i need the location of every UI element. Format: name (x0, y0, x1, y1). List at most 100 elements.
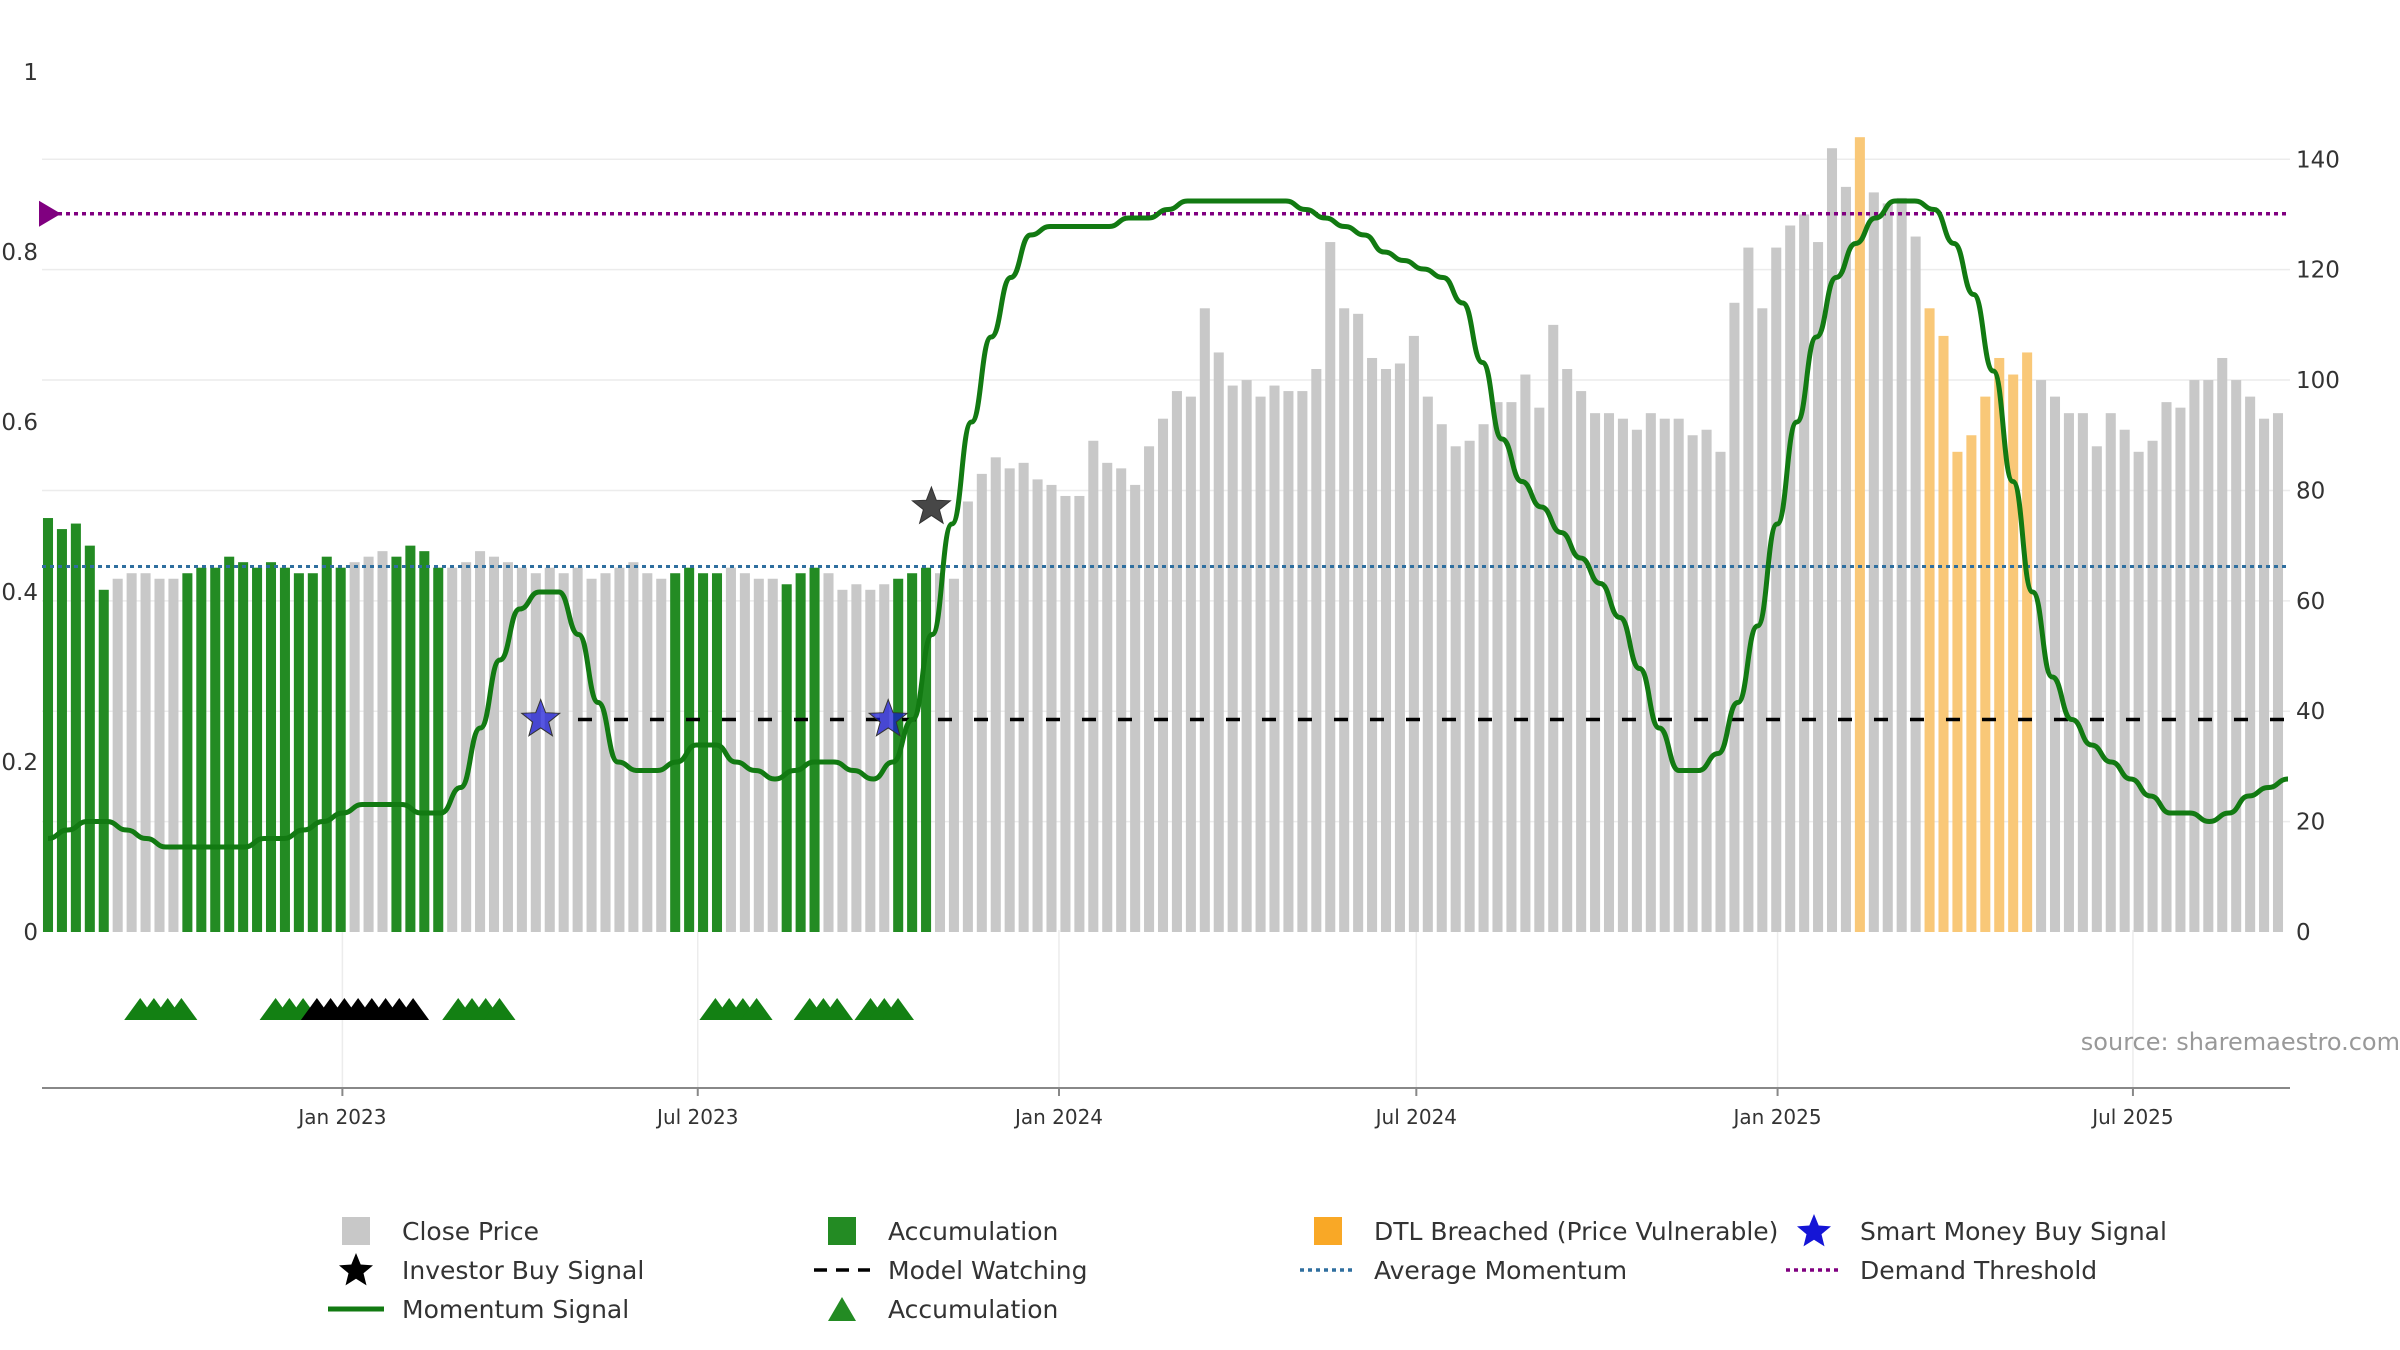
price-bar (586, 578, 597, 932)
dotted-line-purple-icon (1786, 1253, 1850, 1287)
price-bar (1269, 385, 1280, 932)
right-axis-tick-label: 100 (2296, 368, 2340, 394)
price-bar (739, 573, 750, 932)
price-bar (1171, 391, 1182, 933)
price-bar (1116, 468, 1127, 932)
price-bar (2049, 396, 2061, 932)
legend-smart-money[interactable]: Smart Money Buy Signal (1786, 1214, 2167, 1248)
legend-dtl-breached[interactable]: DTL Breached (Price Vulnerable) (1300, 1214, 1778, 1248)
price-bar (1464, 440, 1475, 932)
momentum-line (47, 198, 2289, 850)
price-bar (1394, 363, 1405, 932)
reference-lines (39, 200, 2290, 722)
price-bar (725, 567, 736, 932)
price-bar (433, 567, 444, 932)
legend-average-momentum[interactable]: Average Momentum (1300, 1253, 1627, 1287)
price-bar (865, 589, 876, 932)
price-bar (1701, 429, 1712, 932)
price-bar (1492, 402, 1503, 932)
x-axis-tick-label: Jan 2024 (1013, 1105, 1103, 1129)
legend-momentum-signal[interactable]: Momentum Signal (328, 1292, 629, 1326)
price-bar (1353, 313, 1364, 932)
price-bar (1938, 335, 1949, 932)
price-bar (1924, 308, 1935, 932)
dtl-swatch-icon (1300, 1214, 1364, 1248)
price-bar (265, 562, 277, 932)
price-bar (711, 573, 723, 932)
price-bar (823, 573, 834, 932)
legend-label: Accumulation (888, 1294, 1059, 1324)
price-bar (42, 518, 54, 932)
accumulation-triangle (821, 998, 854, 1020)
price-bar (168, 578, 179, 932)
black-star-icon (328, 1253, 392, 1287)
price-bar (698, 573, 709, 932)
price-bar (1617, 418, 1628, 932)
price-bar (1854, 137, 1865, 932)
price-bar (377, 551, 388, 932)
legend-label: Investor Buy Signal (402, 1255, 645, 1285)
price-bar (2022, 352, 2033, 932)
price-bar (1032, 479, 1043, 932)
price-bar (363, 556, 374, 932)
price-bar (502, 562, 513, 932)
left-axis-tick-label: 1 (23, 60, 38, 86)
accumulation-markers (124, 998, 914, 1020)
price-bar (1088, 440, 1099, 932)
price-bar (1046, 484, 1057, 932)
price-bar (600, 573, 611, 932)
right-axis-tick-label: 120 (2296, 258, 2340, 284)
price-bar (112, 578, 123, 932)
price-bar (1785, 225, 1796, 932)
price-bar (2217, 357, 2228, 933)
x-axis-tick-label: Jul 2023 (655, 1105, 738, 1129)
price-bar (1422, 396, 1433, 932)
price-bar (1325, 242, 1336, 932)
legend-label: Average Momentum (1374, 1255, 1628, 1285)
momentum-signal-line (47, 198, 2289, 850)
price-bar (544, 567, 555, 932)
legend-label: Model Watching (888, 1255, 1088, 1285)
price-bar (98, 589, 109, 932)
price-bar (809, 567, 820, 932)
price-bar (1199, 308, 1210, 932)
price-bar (1980, 396, 1991, 932)
price-bar (851, 584, 862, 932)
green-triangle-icon (814, 1292, 878, 1326)
price-bar (948, 578, 959, 932)
legend-model-watching[interactable]: Model Watching (814, 1253, 1088, 1287)
price-bar (321, 556, 332, 932)
price-bar (2091, 446, 2102, 932)
legend-accumulation-marker[interactable]: Accumulation (814, 1292, 1058, 1326)
legend-accumulation-bar[interactable]: Accumulation (814, 1214, 1058, 1248)
price-bar (224, 556, 235, 932)
left-axis-tick-label: 0.6 (1, 410, 38, 436)
price-bar (642, 573, 653, 932)
price-bar (1994, 357, 2005, 933)
price-bar (2133, 451, 2144, 932)
price-bar (447, 567, 458, 932)
price-bar (70, 523, 81, 932)
price-bar (2259, 418, 2270, 932)
legend-close-price[interactable]: Close Price (328, 1214, 539, 1248)
price-bar (2105, 413, 2116, 932)
legend-investor-buy[interactable]: Investor Buy Signal (328, 1253, 644, 1287)
price-bar (1102, 462, 1113, 932)
price-bar (210, 567, 221, 932)
price-bar (56, 529, 67, 932)
accumulation-triangle (483, 998, 516, 1020)
price-bar (1478, 424, 1489, 932)
price-bar (976, 473, 987, 932)
right-axis-tick-label: 140 (2296, 147, 2340, 173)
price-bar (335, 567, 346, 932)
demand-threshold-marker (39, 200, 61, 227)
price-bar (1813, 242, 1824, 932)
legend-demand-threshold[interactable]: Demand Threshold (1786, 1253, 2097, 1287)
left-axis-tick-label: 0.4 (1, 580, 38, 606)
signal-markers (520, 485, 952, 737)
price-bar (781, 584, 792, 932)
price-bar (1910, 236, 1921, 933)
price-bar (279, 567, 290, 932)
price-bar (1255, 396, 1266, 932)
price-bar (1868, 192, 1879, 932)
